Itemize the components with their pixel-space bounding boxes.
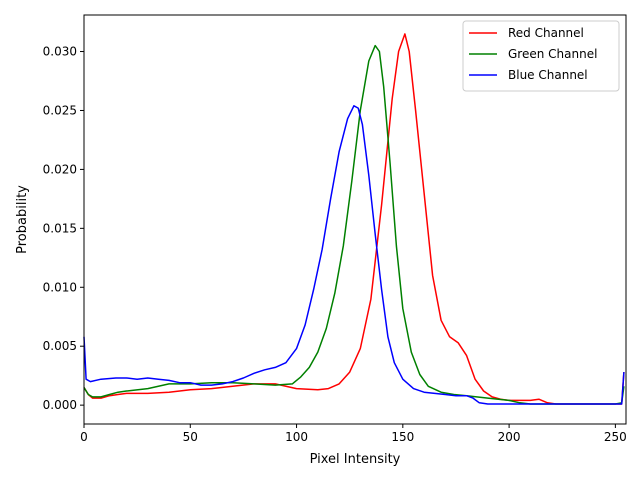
series-line-green-channel: [83, 44, 625, 405]
y-axis: 0.000 0.005 0.010 0.015 0.020 0.025 0.030: [43, 45, 84, 412]
legend-label: Green Channel: [508, 47, 597, 61]
x-tick-label: 50: [183, 430, 198, 444]
x-tick-label: 200: [498, 430, 521, 444]
x-tick-label: 0: [80, 430, 88, 444]
y-tick-label: 0.015: [43, 221, 77, 235]
x-axis-label: Pixel Intensity: [310, 452, 401, 467]
y-tick-label: 0.020: [43, 162, 77, 176]
legend: Red Channel Green Channel Blue Channel: [462, 20, 620, 92]
x-tick-label: 100: [285, 430, 308, 444]
y-tick-label: 0.005: [43, 339, 77, 353]
series-line-red-channel: [83, 33, 625, 405]
series-line-blue-channel: [83, 105, 625, 405]
y-tick-label: 0.025: [43, 103, 77, 117]
legend-label: Red Channel: [508, 26, 584, 40]
x-axis: 0 50 100 150 200 250: [80, 424, 627, 444]
series-layer: [83, 33, 625, 405]
y-tick-label: 0.000: [43, 398, 77, 412]
x-tick-label: 250: [604, 430, 627, 444]
y-tick-label: 0.010: [43, 280, 77, 294]
legend-box: [462, 20, 620, 92]
y-axis-label: Probability: [15, 185, 30, 254]
x-tick-label: 150: [391, 430, 414, 444]
plot-frame: [83, 14, 627, 425]
y-tick-label: 0.030: [43, 45, 77, 59]
legend-label: Blue Channel: [508, 68, 588, 82]
